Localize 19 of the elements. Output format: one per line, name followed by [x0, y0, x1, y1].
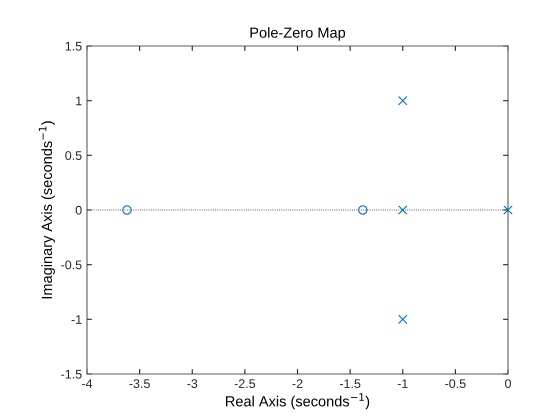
y-tick-label: 1 — [76, 96, 82, 106]
x-tick-label: -0.5 — [445, 379, 466, 388]
y-tick-label: -1 — [72, 315, 82, 324]
y-tick-label: 0 — [76, 206, 82, 215]
x-tick-label: -1.5 — [340, 379, 360, 388]
x-tick-label: -1 — [398, 379, 408, 388]
x-axis-title: Real Axis (seconds$^{−1}$) — [226, 393, 370, 410]
x-tick-label: -2.5 — [234, 379, 256, 388]
y-tick-label: -1.5 — [61, 370, 82, 379]
x-tick-label: -3 — [187, 379, 198, 388]
y-tick-label: 0.5 — [65, 151, 82, 160]
x-tick-label: 0 — [505, 379, 511, 388]
x-tick-label: -3.5 — [129, 379, 150, 388]
y-tick-label: -0.5 — [61, 260, 82, 270]
y-tick-label: 1.5 — [66, 42, 82, 51]
chart-title: Pole-Zero Map — [250, 27, 346, 41]
x-tick-label: -4 — [82, 379, 92, 388]
x-tick-label: -2 — [292, 379, 302, 388]
y-axis-title: Imaginary Axis (seconds$^{−1}$) — [38, 121, 55, 298]
